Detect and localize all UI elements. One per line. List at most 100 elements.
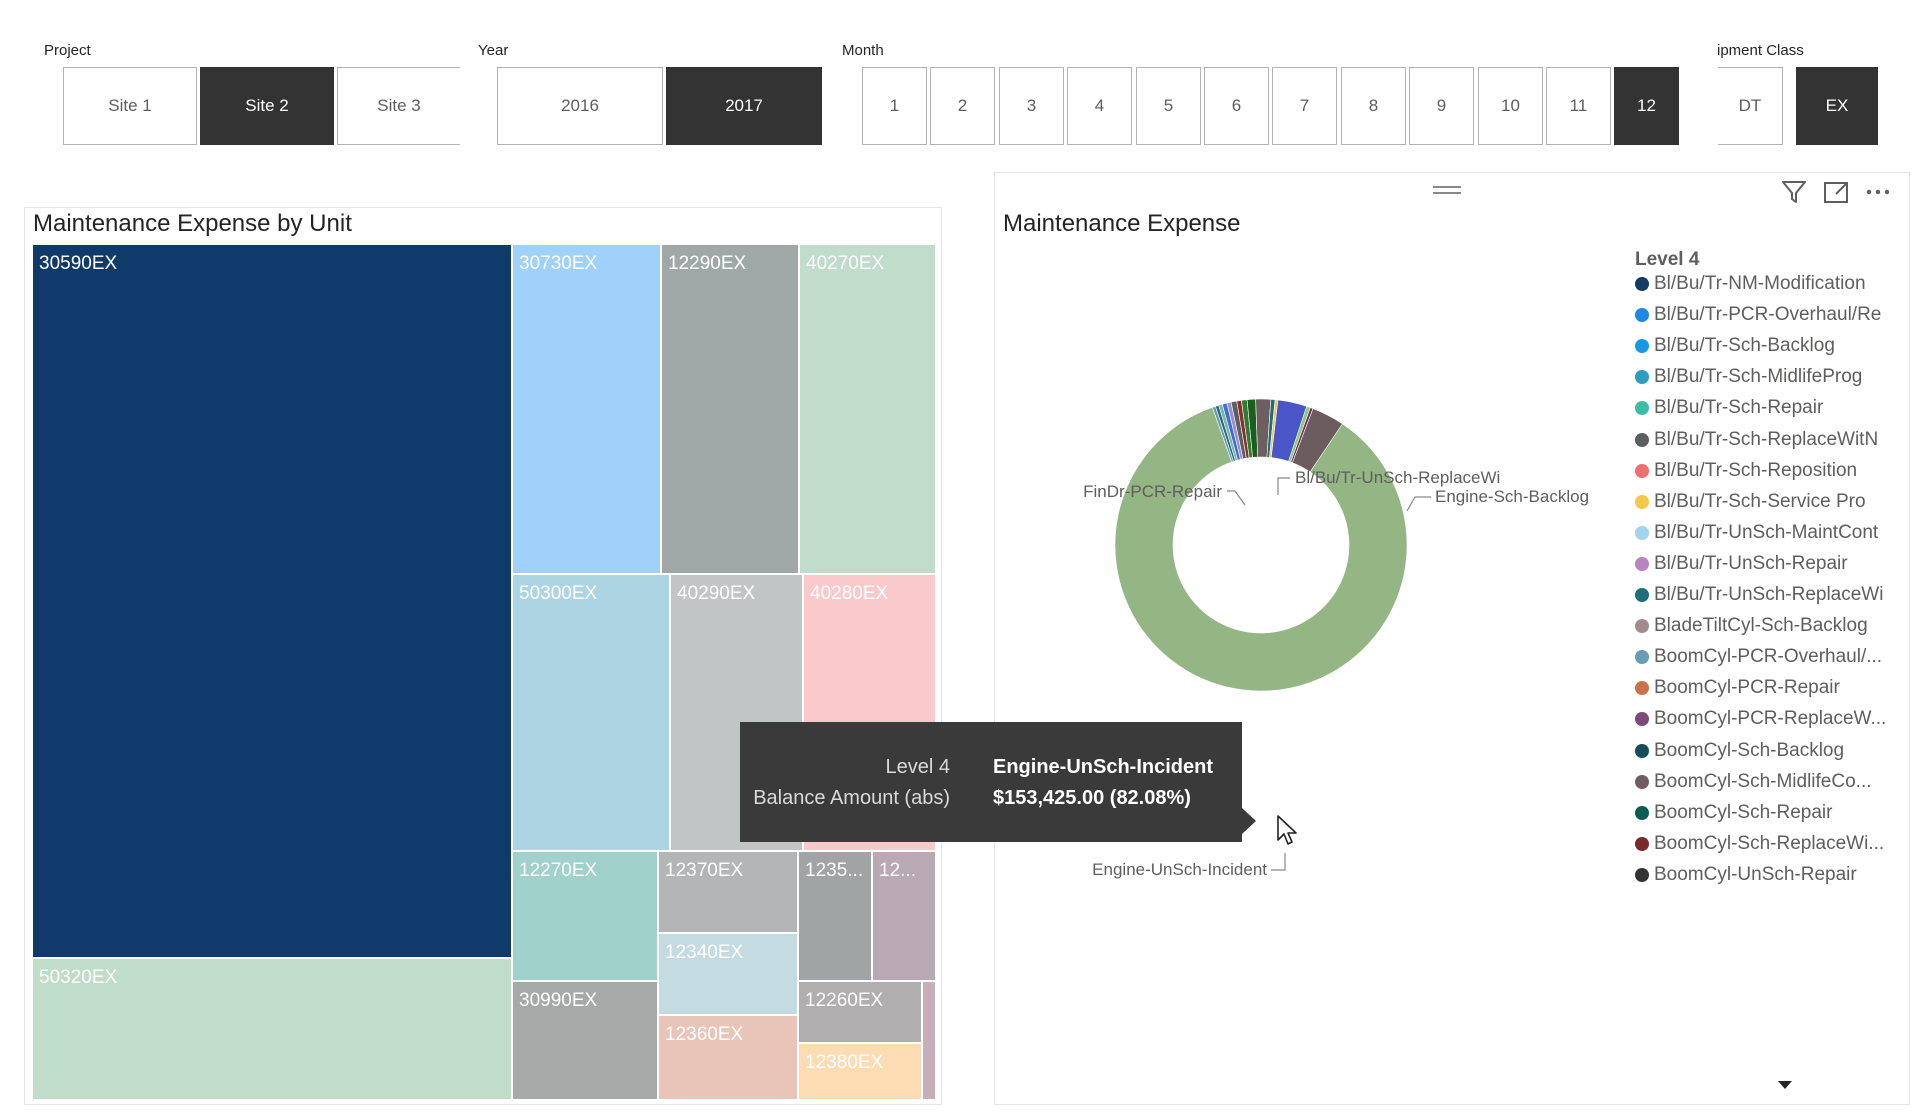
drag-handle-icon[interactable] [1429,175,1465,205]
legend-item[interactable]: Bl/Bu/Tr-Sch-Repair [1635,393,1823,423]
legend-dot [1635,774,1649,789]
legend-dot [1635,432,1649,447]
donut-slice[interactable] [1114,406,1408,692]
treemap-tile[interactable]: 1235... [798,851,872,981]
treemap-tile[interactable] [922,981,936,1100]
legend-dot [1635,681,1649,696]
month-option-1[interactable]: 1 [862,67,927,145]
month-option-4[interactable]: 4 [1067,67,1132,145]
treemap-tile-label: 50320EX [39,967,118,988]
treemap-tile[interactable]: 12340EX [658,933,798,1015]
month-option-9[interactable]: 9 [1409,67,1474,145]
legend-item[interactable]: Bl/Bu/Tr-UnSch-Repair [1635,549,1848,579]
legend-label: Bl/Bu/Tr-UnSch-Repair [1654,552,1848,574]
legend-item[interactable]: Bl/Bu/Tr-Sch-MidlifeProg [1635,362,1862,392]
month-option-3[interactable]: 3 [999,67,1064,145]
legend-item[interactable]: BoomCyl-Sch-Repair [1635,798,1832,828]
legend-label: Bl/Bu/Tr-UnSch-MaintCont [1654,521,1879,543]
legend-items: Bl/Bu/Tr-NM-Modification Bl/Bu/Tr-PCR-Ove… [1635,269,1905,1049]
legend-dot [1635,277,1649,291]
donut-chart[interactable]: FinDr-PCR-Repair Bl/Bu/Tr-UnSch-ReplaceW… [995,173,1615,1103]
legend-dot [1635,743,1649,758]
data-label-findr-pcr-repair: FinDr-PCR-Repair [1083,482,1222,501]
month-option-8[interactable]: 8 [1341,67,1406,145]
treemap-tile[interactable]: 30990EX [512,981,658,1100]
scroll-down-icon[interactable] [1770,1073,1800,1097]
donut-visual[interactable]: Maintenance Expense FinDr-PCR-Repair Bl/… [994,172,1910,1105]
tooltip-value-level4: Engine-UnSch-Incident [993,756,1213,778]
year-option-2017[interactable]: 2017 [666,67,822,145]
treemap-tile-label: 40270EX [806,253,885,274]
legend-item[interactable]: Bl/Bu/Tr-Sch-Service Pro [1635,487,1866,517]
tooltip: Level 4 Engine-UnSch-Incident Balance Am… [740,722,1242,842]
legend-item[interactable]: Bl/Bu/Tr-NM-Modification [1635,269,1866,299]
treemap-tile-label: 12340EX [665,942,744,963]
treemap-tile[interactable]: 12... [872,851,936,981]
treemap-tile[interactable]: 30730EX [512,244,661,574]
legend-item[interactable]: Bl/Bu/Tr-PCR-Overhaul/Re [1635,300,1881,330]
legend-dot [1635,308,1649,323]
equipment-option-dt[interactable]: DT [1718,67,1783,145]
legend-dot [1635,867,1649,882]
project-option-site-2[interactable]: Site 2 [200,67,334,145]
treemap-tile[interactable]: 12380EX [798,1043,922,1100]
month-option-2[interactable]: 2 [930,67,995,145]
legend-dot [1635,463,1649,478]
treemap-tile[interactable]: 50300EX [512,574,670,851]
legend-item[interactable]: BladeTiltCyl-Sch-Backlog [1635,611,1868,641]
leader-line [1406,496,1431,512]
legend-item[interactable]: BoomCyl-UnSch-Repair [1635,860,1857,890]
treemap-tile-label: 1235... [805,860,864,881]
treemap-tile-label: 12360EX [665,1024,744,1045]
legend-item[interactable]: BoomCyl-Sch-ReplaceWi... [1635,829,1884,859]
legend-item[interactable]: BoomCyl-Sch-Backlog [1635,736,1844,766]
equipment-option-ex[interactable]: EX [1796,67,1878,145]
project-option-site-1[interactable]: Site 1 [63,67,197,145]
legend-item[interactable]: Bl/Bu/Tr-UnSch-ReplaceWi [1635,580,1883,610]
legend-item[interactable]: BoomCyl-PCR-Overhaul/... [1635,642,1882,672]
treemap-tile[interactable]: 50320EX [32,958,512,1100]
legend-item[interactable]: Bl/Bu/Tr-Sch-Backlog [1635,331,1835,361]
project-option-site-3[interactable]: Site 3 [337,67,460,145]
treemap-tile[interactable]: 12270EX [512,851,658,981]
legend-item[interactable]: BoomCyl-PCR-Repair [1635,673,1840,703]
legend-item[interactable]: Bl/Bu/Tr-Sch-Reposition [1635,456,1857,486]
legend-dot [1635,712,1649,727]
treemap-tile[interactable]: 12290EX [661,244,799,574]
leader-line [1277,477,1290,495]
legend-item[interactable]: Bl/Bu/Tr-UnSch-MaintCont [1635,518,1878,548]
treemap-tile-label: 12260EX [805,990,884,1011]
treemap-tile[interactable]: 40270EX [799,244,936,574]
treemap-tile-label: 12290EX [668,253,747,274]
legend-item[interactable]: Bl/Bu/Tr-Sch-ReplaceWitN [1635,425,1878,455]
legend-dot [1635,836,1649,851]
more-options-icon[interactable] [1861,175,1895,209]
legend-label: BoomCyl-Sch-MidlifeCo... [1654,770,1872,792]
month-option-11[interactable]: 11 [1546,67,1611,145]
legend-label: Bl/Bu/Tr-NM-Modification [1654,273,1866,294]
legend-item[interactable]: BoomCyl-PCR-ReplaceW... [1635,704,1886,734]
month-option-12[interactable]: 12 [1614,67,1679,145]
treemap-tile[interactable]: 12370EX [658,851,798,933]
tooltip-key-balance: Balance Amount (abs) [753,787,950,809]
filter-icon[interactable] [1777,175,1811,209]
treemap-tile[interactable]: 12360EX [658,1015,798,1100]
data-label-engine-unsch-incident: Engine-UnSch-Incident [1092,860,1267,879]
legend: Level 4 Bl/Bu/Tr-NM-Modification Bl/Bu/Tr… [1635,249,1905,1049]
month-option-6[interactable]: 6 [1204,67,1269,145]
month-option-5[interactable]: 5 [1136,67,1201,145]
treemap-visual[interactable]: Maintenance Expense by Unit 30590EX 50320… [24,207,942,1105]
treemap-tile[interactable]: 30590EX [32,244,512,958]
legend-label: BoomCyl-UnSch-Repair [1654,863,1857,885]
legend-dot [1635,494,1649,509]
month-option-7[interactable]: 7 [1272,67,1337,145]
equipment-class-slicer-title: ipment Class [1717,42,1804,59]
treemap-tile-label: 12270EX [519,860,598,881]
year-option-2016[interactable]: 2016 [497,67,663,145]
treemap-tile[interactable]: 12260EX [798,981,922,1043]
month-option-10[interactable]: 10 [1478,67,1543,145]
focus-mode-icon[interactable] [1819,175,1853,209]
leader-line [1227,490,1246,506]
legend-title: Level 4 [1635,249,1700,270]
legend-item[interactable]: BoomCyl-Sch-MidlifeCo... [1635,767,1872,797]
